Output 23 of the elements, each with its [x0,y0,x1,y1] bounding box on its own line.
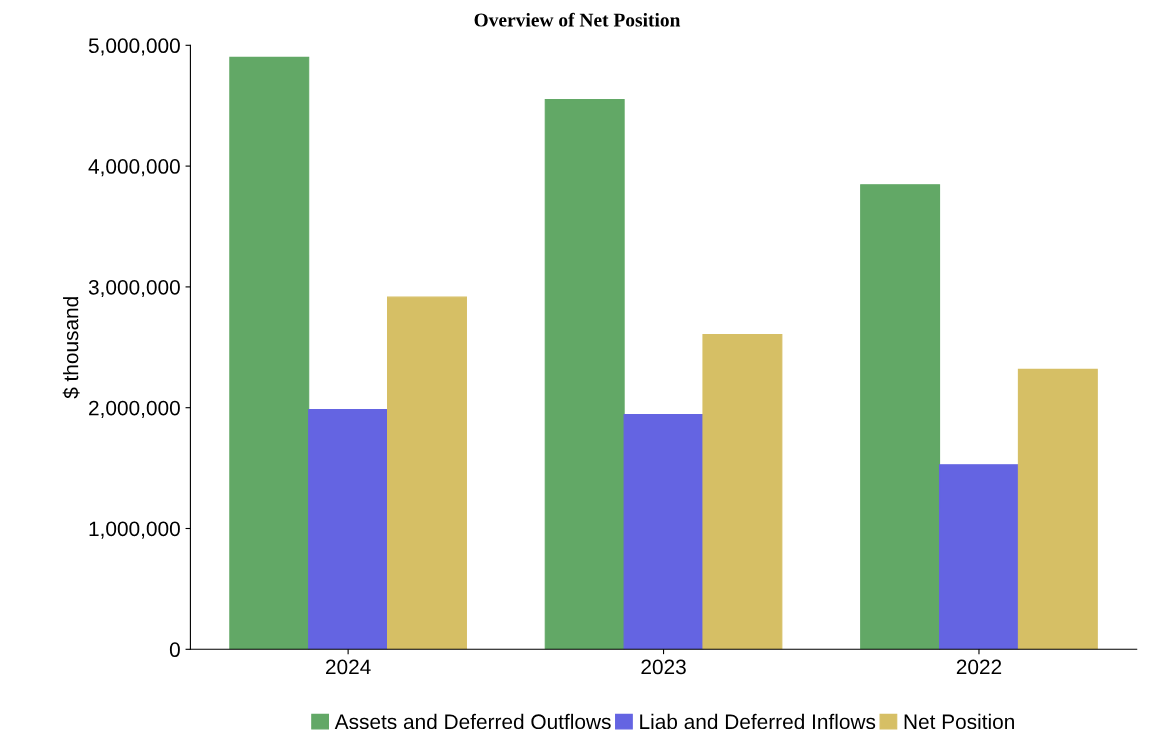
chart-title: Overview of Net Position [474,12,681,27]
bar [623,413,704,650]
bar [702,333,783,650]
legend-label: Liab and Deferred Inflows [640,713,876,730]
bar [308,408,389,650]
y-tick-label: 3,000,000 [88,279,180,298]
y-axis-title: $ thousand [62,297,80,399]
legend-label: Net Position [904,713,1014,730]
y-tick-label: 0 [169,642,180,658]
y-tick-label: 1,000,000 [89,521,180,539]
bar [386,296,467,650]
bar [938,464,1019,650]
y-tick-label: 5,000,000 [88,38,180,56]
y-tick-label: 4,000,000 [88,159,180,177]
bar [1017,368,1098,650]
x-tick-label: 2023 [641,659,686,675]
legend-label: Assets and Deferred Outflows [334,713,611,730]
bar [229,56,310,650]
x-tick-label: 2024 [326,659,371,675]
y-tick-label: 2,000,000 [89,400,180,418]
bar [860,184,941,650]
x-tick-label: 2022 [956,659,1002,675]
bar [544,99,625,650]
